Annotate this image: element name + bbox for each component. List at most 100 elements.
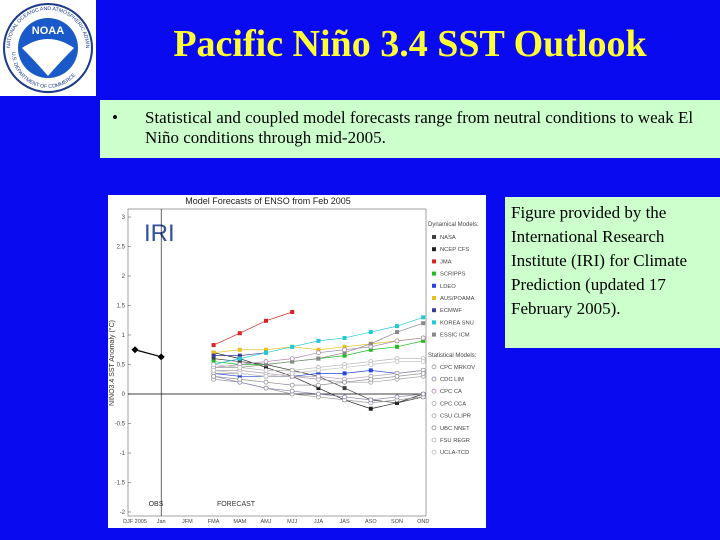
marker [315, 350, 321, 356]
marker [368, 330, 373, 335]
legend-marker [431, 400, 437, 406]
marker [315, 382, 321, 388]
observed-marker [157, 353, 165, 361]
legend-label: CPC MRKOV [440, 365, 475, 371]
y-tick-label: 2 [122, 274, 126, 280]
legend-heading: Dynamical Models: [428, 222, 479, 228]
marker [211, 359, 216, 364]
y-tick-label: 1 [122, 333, 126, 339]
legend-label: NASA [440, 235, 456, 241]
legend-marker [432, 308, 436, 313]
marker [342, 365, 348, 370]
marker [237, 347, 242, 352]
marker [289, 388, 295, 394]
marker [368, 368, 373, 373]
marker [290, 359, 295, 364]
marker [237, 331, 242, 336]
logo-bird [22, 39, 74, 76]
marker [394, 373, 400, 379]
legend-heading: Statistical Models: [428, 353, 477, 359]
y-tick-label: -1 [120, 451, 126, 457]
legend-label: SCRIPPS [440, 272, 466, 278]
legend-label: CSU CLIPR [440, 414, 471, 420]
marker [264, 365, 268, 370]
legend-marker [431, 388, 437, 394]
marker [368, 347, 373, 352]
legend-marker [432, 320, 436, 325]
chart: Model Forecasts of ENSO from Feb 2005 IR… [108, 195, 486, 528]
legend-marker [431, 449, 437, 455]
marker [211, 343, 216, 348]
y-axis-label: NINO3.4 SST Anomaly (°C) [108, 320, 116, 406]
x-tick-label: ASO [365, 519, 377, 525]
x-tick-label: MAM [233, 519, 246, 525]
marker [394, 394, 400, 400]
x-tick-label: FMA [208, 519, 220, 525]
marker [211, 362, 216, 367]
legend-label: CDC LIM [440, 377, 464, 383]
marker [237, 374, 242, 379]
marker [316, 371, 321, 376]
marker [342, 386, 347, 391]
legend-marker [432, 271, 436, 276]
legend-marker [431, 364, 437, 370]
watermark: IRI [144, 220, 175, 247]
legend-marker [431, 376, 437, 382]
x-tick-label: OND [417, 519, 429, 525]
marker [211, 367, 216, 373]
marker [315, 373, 321, 379]
x-tick-label: JFM [182, 519, 193, 525]
legend-label: UBC NNET [440, 426, 470, 432]
series-line [213, 322, 424, 368]
y-tick-label: -1.5 [115, 481, 126, 487]
marker [368, 362, 374, 367]
marker [211, 373, 216, 379]
x-tick-label: AMJ [261, 519, 272, 525]
bullet-marker: • [112, 108, 118, 127]
marker [264, 362, 268, 367]
marker [395, 324, 399, 329]
marker [263, 359, 269, 364]
marker [421, 321, 426, 326]
marker [368, 344, 374, 350]
logo: NOAA NATIONAL OCEANIC AND ATMOSPHERIC AD… [0, 0, 96, 96]
legend-marker [432, 332, 436, 337]
legend-label: FSU REGR [440, 438, 470, 444]
marker [263, 373, 269, 379]
bullet-box: • Statistical and coupled model forecast… [100, 100, 720, 158]
marker [289, 382, 295, 388]
marker [264, 318, 268, 323]
marker [394, 359, 400, 364]
x-tick-label: JAS [340, 519, 350, 525]
marker [237, 359, 242, 364]
y-tick-label: 1.5 [117, 304, 126, 310]
x-tick-label: MJJ [287, 519, 297, 525]
legend-marker [432, 247, 436, 252]
marker [289, 356, 295, 362]
marker [368, 341, 373, 346]
marker [263, 367, 269, 373]
marker [211, 350, 216, 355]
marker [368, 406, 373, 411]
marker [342, 350, 347, 355]
marker [289, 370, 295, 376]
marker [342, 353, 347, 358]
marker [395, 400, 399, 405]
y-tick-label: -0.5 [115, 422, 126, 428]
marker [420, 335, 426, 341]
marker [315, 367, 321, 373]
marker [342, 347, 348, 353]
legend-label: CPC CCA [440, 401, 466, 407]
legend-label: NCEP CFS [440, 247, 469, 253]
legend-label: JMA [440, 259, 452, 265]
logo-text: NOAA [32, 25, 64, 37]
observed-line [134, 349, 162, 358]
forecast-label: FORECAST [217, 501, 256, 508]
legend-label: LDEO [440, 284, 456, 290]
marker [211, 356, 216, 361]
legend-marker [431, 413, 437, 419]
marker [237, 353, 242, 358]
legend-marker [432, 259, 436, 264]
x-tick-label: SON [391, 519, 403, 525]
